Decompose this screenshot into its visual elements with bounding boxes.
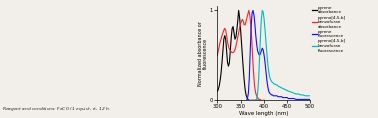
X-axis label: Wave length (nm): Wave length (nm) (239, 111, 288, 116)
Text: Reagent and conditions: FeCl$_3$ (1 equiv), rt, 12 h.: Reagent and conditions: FeCl$_3$ (1 equi… (2, 105, 111, 113)
Legend: pyrene
absorbance, pyreno[4,5-b]
benzofuran
absorbance, pyrene
fluorescence, pyr: pyrene absorbance, pyreno[4,5-b] benzofu… (312, 6, 346, 53)
Y-axis label: Normalized absorbance or
fluorescence: Normalized absorbance or fluorescence (198, 21, 208, 86)
